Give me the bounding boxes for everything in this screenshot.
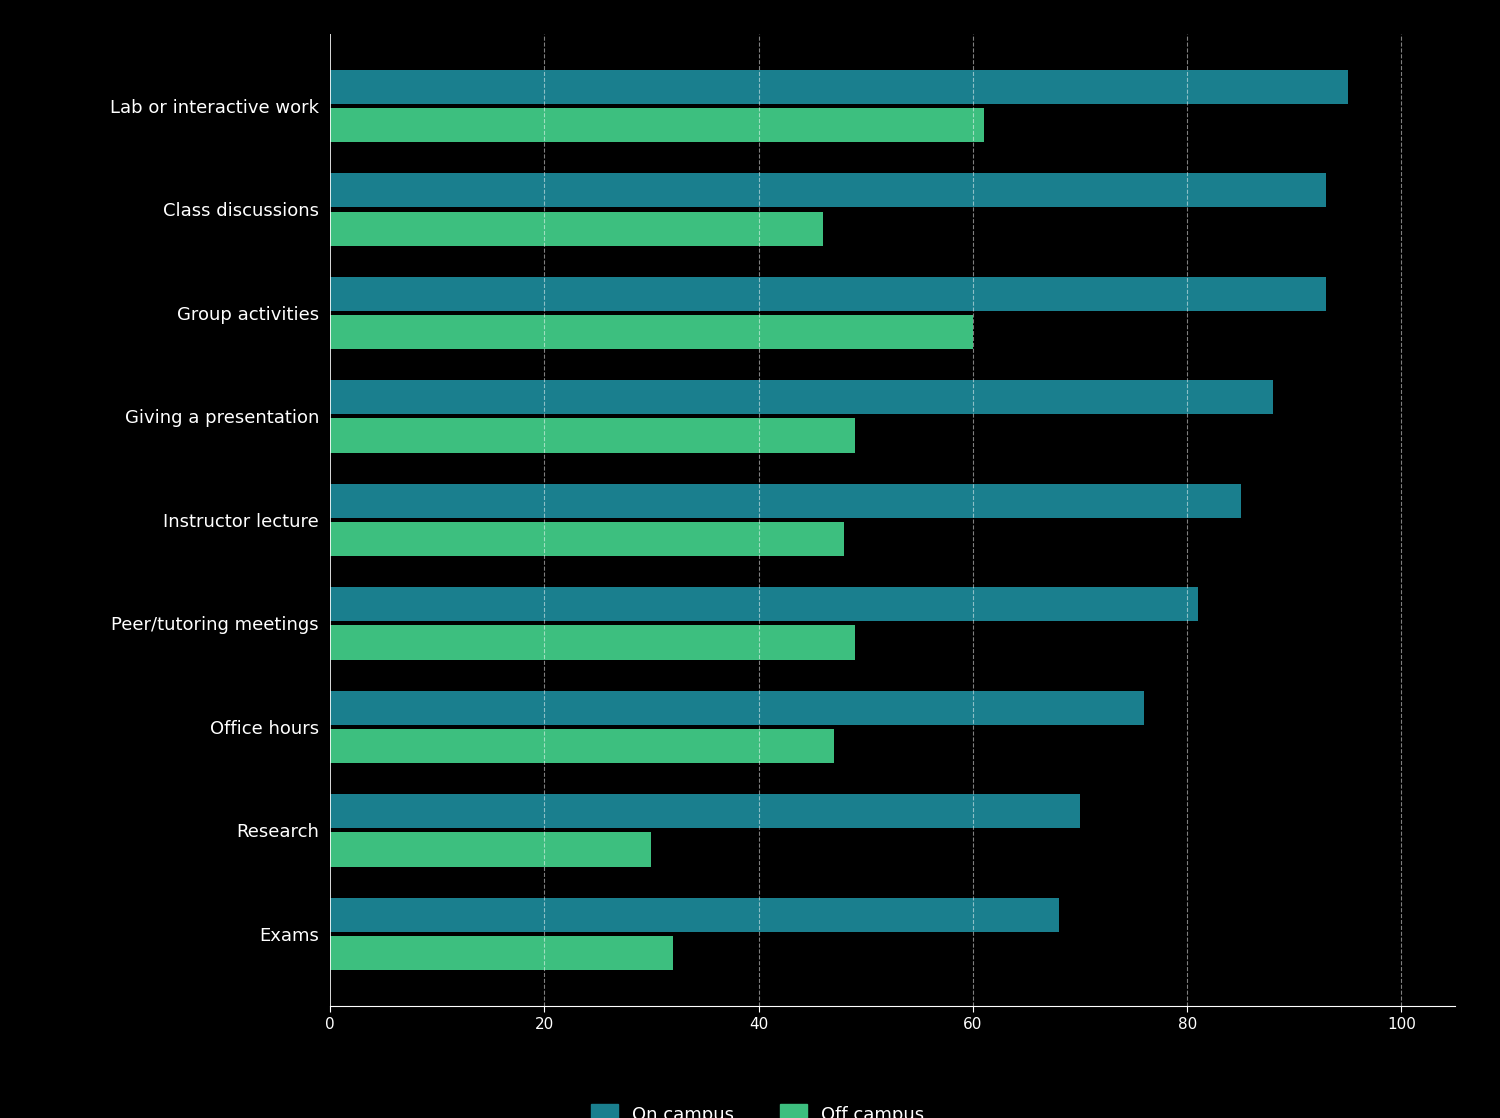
Bar xyxy=(330,418,855,453)
Bar xyxy=(330,587,1198,622)
Legend: On campus, Off campus: On campus, Off campus xyxy=(591,1105,924,1118)
Bar xyxy=(330,833,651,866)
Bar xyxy=(330,380,1274,415)
Bar xyxy=(330,484,1240,518)
Bar xyxy=(330,898,1059,931)
Bar xyxy=(330,173,1326,207)
Bar xyxy=(330,729,834,762)
Bar xyxy=(330,522,844,556)
Bar xyxy=(330,108,984,142)
Bar xyxy=(330,315,974,349)
Bar xyxy=(330,276,1326,311)
Bar xyxy=(330,794,1080,828)
Bar xyxy=(330,211,824,246)
Bar xyxy=(330,69,1348,104)
Bar xyxy=(330,936,674,970)
Bar xyxy=(330,625,855,660)
Bar xyxy=(330,691,1144,724)
